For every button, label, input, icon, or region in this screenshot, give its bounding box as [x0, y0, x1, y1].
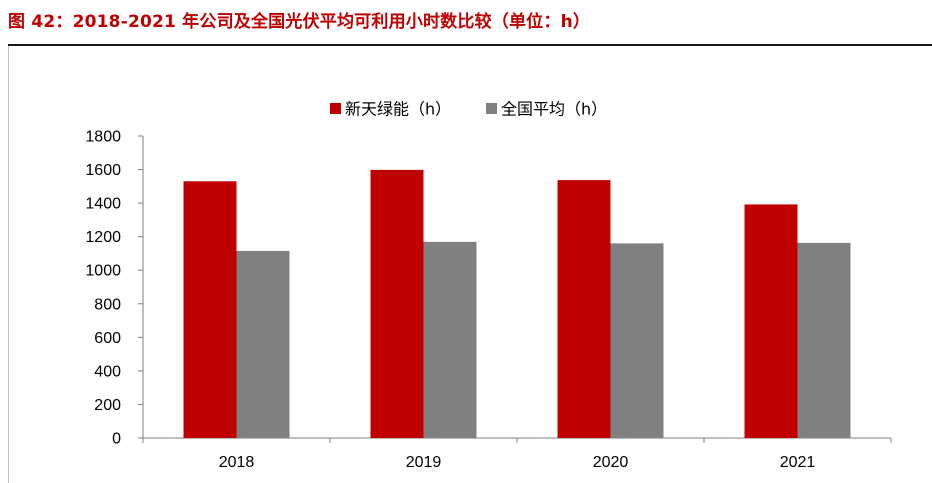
y-tick-label: 200: [94, 397, 121, 414]
y-tick-label: 0: [112, 431, 121, 448]
legend-label: 全国平均（h）: [501, 100, 607, 119]
y-tick-label: 1400: [85, 196, 121, 213]
y-tick-label: 1200: [85, 229, 121, 246]
y-tick-label: 1800: [85, 129, 121, 146]
bar-company-2020: [557, 180, 611, 438]
x-tick-label: 2018: [219, 454, 255, 471]
y-tick-label: 1000: [85, 263, 121, 280]
bar-company-2021: [744, 204, 798, 438]
x-tick-label: 2021: [780, 454, 816, 471]
bar-company-2018: [183, 181, 237, 439]
title-rule: [8, 44, 932, 46]
bar-company-2019: [370, 169, 424, 438]
bar-national-2019: [423, 241, 477, 438]
x-tick-label: 2019: [406, 454, 442, 471]
chart-legend: 新天绿能（h） 全国平均（h）: [330, 100, 607, 119]
y-tick-label: 400: [94, 363, 121, 380]
bar-national-2021: [797, 242, 851, 438]
y-axis: 0 200 400 600 800 1000 1200 1400 1600 1800: [85, 129, 144, 448]
y-tick-label: 1600: [85, 162, 121, 179]
bar-national-2018: [236, 250, 290, 438]
figure-title: 图 42：2018-2021 年公司及全国光伏平均可利用小时数比较（单位：h）: [8, 12, 591, 32]
legend-swatch: [486, 103, 497, 114]
bar-national-2020: [610, 243, 664, 438]
x-axis: 2018 2019 2020 2021: [142, 437, 892, 471]
bars: [183, 169, 851, 439]
x-tick-label: 2020: [593, 454, 629, 471]
y-tick-label: 600: [94, 330, 121, 347]
y-tick-label: 800: [94, 296, 121, 313]
legend-swatch: [330, 103, 341, 114]
left-border: [8, 46, 9, 483]
legend-label: 新天绿能（h）: [345, 100, 451, 119]
